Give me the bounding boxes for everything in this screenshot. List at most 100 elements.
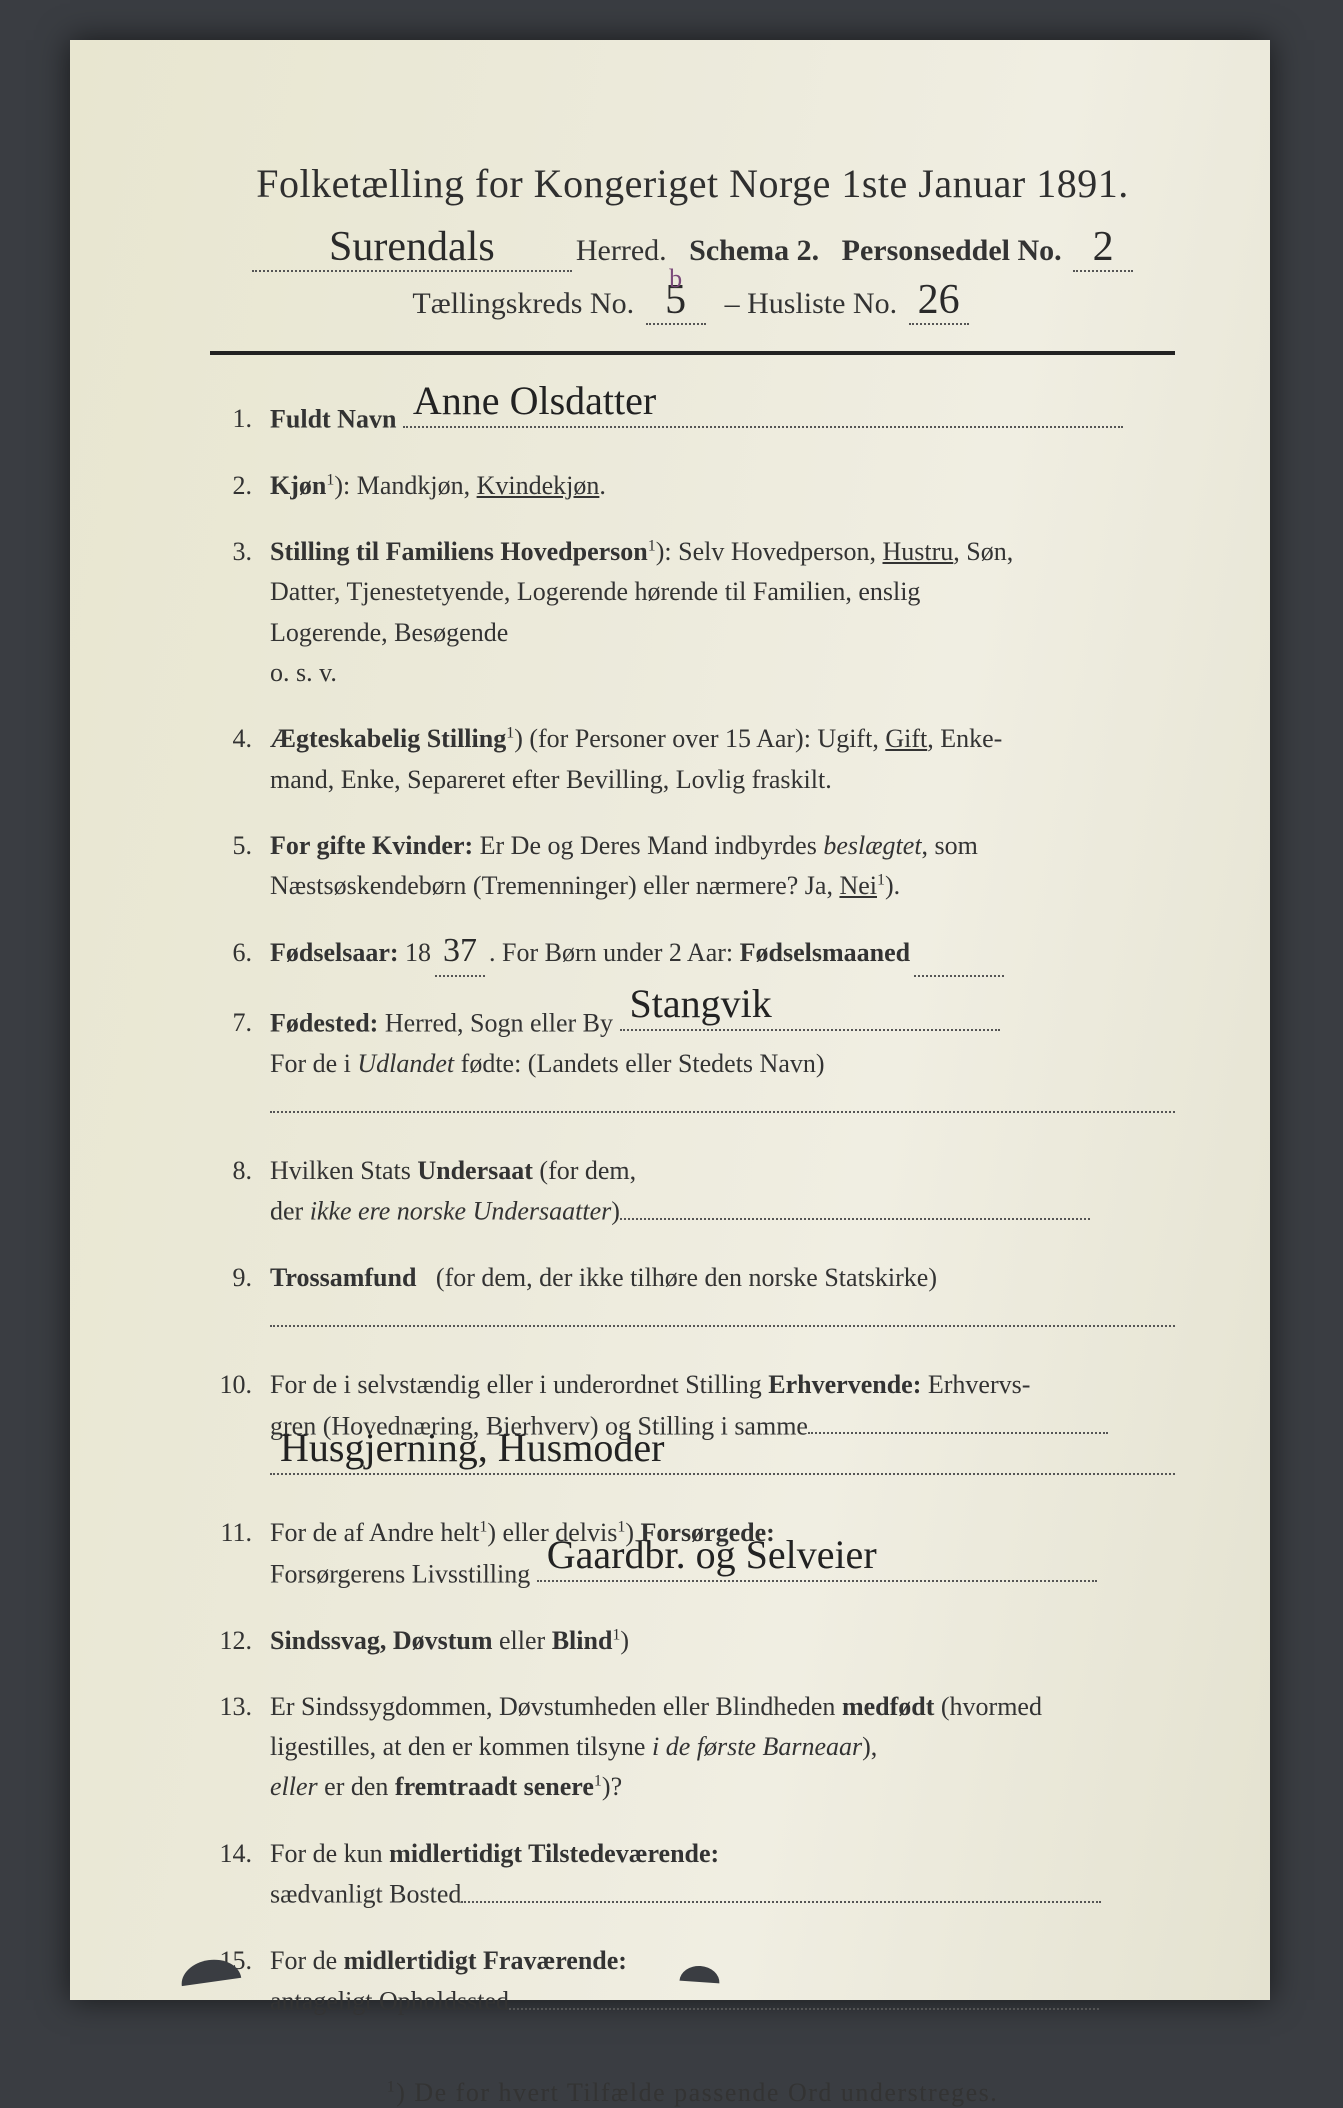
occupation-value: Husgjerning, Husmoder (280, 1417, 664, 1479)
item-6-yearprefix: 18 (405, 938, 431, 967)
item-5-l1b: , som (922, 831, 978, 860)
herred-label: Herred. (576, 234, 667, 267)
item-4-l1a: ) (for Personer over 15 Aar): Ugift, (514, 724, 885, 753)
item-4: 4. Ægteskabelig Stilling1) (for Personer… (210, 719, 1175, 800)
item-8-l2b: ) (611, 1197, 620, 1226)
fullname-field: Anne Olsdatter (403, 399, 1123, 428)
header-rule (210, 351, 1175, 355)
item-13-l2i: i de første Barneaar (652, 1732, 862, 1761)
item-8-num: 8. (210, 1151, 270, 1232)
item-2-underlined: Kvindekjøn (477, 471, 600, 500)
item-5-l1i: beslægtet (823, 831, 921, 860)
item-3-sup: 1 (648, 538, 656, 555)
item-10-l1b: Erhvervs- (921, 1370, 1030, 1399)
item-2-num: 2. (210, 466, 270, 506)
item-2-text-b: . (599, 471, 606, 500)
kreds-field: b 5 (646, 286, 706, 325)
item-13-l1a: Er Sindssygdommen, Døvstumheden eller Bl… (270, 1692, 842, 1721)
husliste-label: Husliste No. (747, 287, 897, 320)
item-12-textb: ) (620, 1626, 629, 1655)
item-15-l1: For de (270, 1946, 344, 1975)
citizenship-field (620, 1191, 1090, 1220)
item-14-body: For de kun midlertidigt Tilstedeværende:… (270, 1834, 1175, 1915)
item-3-l1a: ): Selv Hovedperson, (656, 537, 883, 566)
item-3-label: Stilling til Familiens Hovedperson (270, 537, 648, 566)
husliste-field: 26 (909, 286, 969, 325)
provider-value: Gaardbr. og Selveier (547, 1524, 877, 1586)
usual-residence-field (461, 1874, 1101, 1903)
item-5-num: 5. (210, 826, 270, 907)
item-14-l1: For de kun (270, 1839, 389, 1868)
item-13-label: medfødt (842, 1692, 934, 1721)
item-2-text-a: ): Mandkjøn, (334, 471, 476, 500)
item-11-l2: Forsørgerens Livsstilling (270, 1559, 530, 1588)
item-10: 10. For de i selvstændig eller i underor… (210, 1365, 1175, 1487)
item-1-label: Fuldt Navn (270, 405, 396, 434)
footnote-sup: 1 (387, 2078, 397, 2095)
item-11-body: For de af Andre helt1) eller delvis1) Fo… (270, 1513, 1175, 1594)
item-10-label: Erhvervende: (768, 1370, 921, 1399)
item-8: 8. Hvilken Stats Undersaat (for dem, der… (210, 1151, 1175, 1232)
item-3: 3. Stilling til Familiens Hovedperson1):… (210, 532, 1175, 693)
item-14-num: 14. (210, 1834, 270, 1915)
item-13-l1b: (hvormed (934, 1692, 1042, 1721)
item-8-label: Undersaat (417, 1156, 533, 1185)
item-6-labelb: Fødselsmaaned (740, 938, 910, 967)
item-3-l1u: Hustru (883, 537, 954, 566)
item-7-texta: Herred, Sogn eller By (385, 1008, 613, 1037)
item-7-label: Fødested: (270, 1008, 378, 1037)
provider-field: Gaardbr. og Selveier (537, 1554, 1097, 1583)
item-2-label: Kjøn (270, 471, 326, 500)
item-7-l2a: For de i (270, 1049, 357, 1078)
fullname-value: Anne Olsdatter (413, 370, 656, 432)
personseddel-value: 2 (1093, 233, 1114, 262)
item-4-l1u: Gift (885, 724, 927, 753)
item-9-num: 9. (210, 1258, 270, 1339)
item-1-body: Fuldt Navn Anne Olsdatter (270, 399, 1175, 440)
item-4-sup: 1 (506, 725, 514, 742)
item-4-l1b: , Enke- (927, 724, 1002, 753)
item-5-label: For gifte Kvinder: (270, 831, 473, 860)
item-5: 5. For gifte Kvinder: Er De og Deres Man… (210, 826, 1175, 907)
item-6-num: 6. (210, 933, 270, 977)
item-1: 1. Fuldt Navn Anne Olsdatter (210, 399, 1175, 440)
item-14: 14. For de kun midlertidigt Tilstedevære… (210, 1834, 1175, 1915)
census-form-page: Folketælling for Kongeriget Norge 1ste J… (70, 40, 1270, 2000)
religion-field (270, 1298, 1175, 1327)
item-15-l2: antageligt Opholdssted (270, 1987, 509, 2016)
item-1-num: 1. (210, 399, 270, 440)
item-12: 12. Sindssvag, Døvstum eller Blind1) (210, 1621, 1175, 1661)
kreds-label: Tællingskreds No. (412, 287, 634, 320)
herred-value: Surendals (329, 233, 495, 262)
kreds-line: Tællingskreds No. b 5 – Husliste No. 26 (210, 286, 1175, 325)
item-3-body: Stilling til Familiens Hovedperson1): Se… (270, 532, 1175, 693)
item-13-l3c: )? (602, 1772, 622, 1801)
item-11-l1a: For de af Andre helt (270, 1518, 479, 1547)
husliste-value: 26 (918, 286, 960, 315)
item-2-body: Kjøn1): Mandkjøn, Kvindekjøn. (270, 466, 1175, 506)
item-8-body: Hvilken Stats Undersaat (for dem, der ik… (270, 1151, 1175, 1232)
item-3-l3: Logerende, Besøgende (270, 618, 508, 647)
item-13-l3b: er den (318, 1772, 395, 1801)
form-items: 1. Fuldt Navn Anne Olsdatter 2. Kjøn1): … (210, 399, 1175, 2022)
item-4-l2: mand, Enke, Separeret efter Bevilling, L… (270, 765, 832, 794)
item-12-label: Sindssvag, Døvstum (270, 1626, 493, 1655)
item-13-num: 13. (210, 1687, 270, 1808)
personseddel-label: Personseddel No. (842, 234, 1062, 267)
birthplace-foreign-field (270, 1084, 1175, 1113)
item-4-num: 4. (210, 719, 270, 800)
item-3-l4: o. s. v. (270, 658, 337, 687)
item-9-text: (for dem, der ikke tilhøre den norske St… (436, 1263, 937, 1292)
item-15-num: 15. (210, 1941, 270, 2022)
kreds-sup: b (669, 264, 682, 294)
item-14-l2: sædvanligt Bosted (270, 1880, 461, 1909)
footnote: 1) De for hvert Tilfælde passende Ord un… (210, 2078, 1175, 2108)
birthplace-value: Stangvik (630, 973, 772, 1035)
birthmonth-field (914, 933, 1004, 977)
item-9-label: Trossamfund (270, 1263, 416, 1292)
item-5-l2u: Nei (839, 871, 877, 900)
item-9-body: Trossamfund (for dem, der ikke tilhøre d… (270, 1258, 1175, 1339)
herred-field: Surendals (252, 233, 572, 272)
item-3-l1b: , Søn, (953, 537, 1013, 566)
item-5-body: For gifte Kvinder: Er De og Deres Mand i… (270, 826, 1175, 907)
